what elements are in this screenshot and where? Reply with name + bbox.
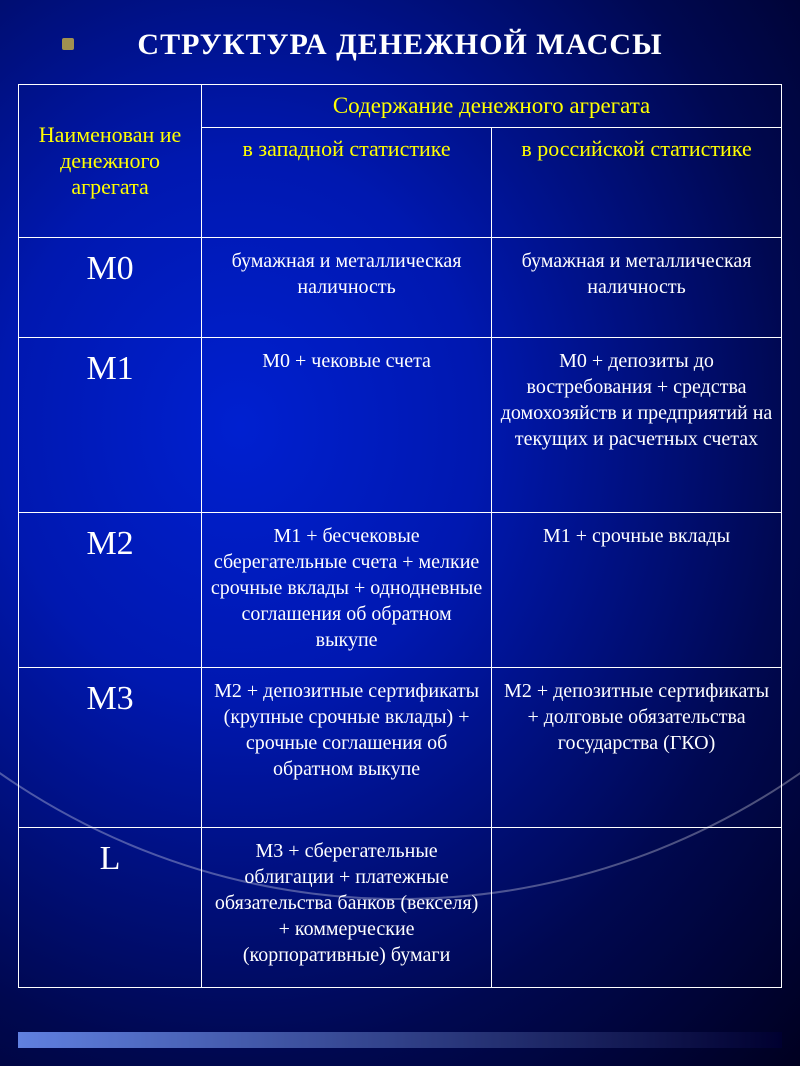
- cell-western: бумажная и металлическая наличность: [202, 238, 492, 338]
- cell-western: М0 + чековые счета: [202, 338, 492, 513]
- header-name: Наименован ие денежного агрегата: [19, 85, 202, 238]
- cell-western: М2 + депозитные сертификаты (крупные сро…: [202, 668, 492, 828]
- cell-russian: М0 + депозиты до востребования + средств…: [492, 338, 782, 513]
- table-row: М3 М2 + депозитные сертификаты (крупные …: [19, 668, 782, 828]
- aggregate-name: L: [19, 828, 202, 988]
- aggregate-name: М0: [19, 238, 202, 338]
- aggregate-name: М1: [19, 338, 202, 513]
- header-content: Содержание денежного агрегата: [202, 85, 782, 128]
- footer-bar: [18, 1032, 782, 1048]
- cell-western: М1 + бесчековые сберегательные счета + м…: [202, 513, 492, 668]
- subheader-western: в западной статистике: [202, 128, 492, 238]
- table-row: L М3 + сберегательные облигации + платеж…: [19, 828, 782, 988]
- cell-russian: бумажная и металлическая наличность: [492, 238, 782, 338]
- decorative-bullet: [62, 38, 74, 50]
- table-row: М1 М0 + чековые счета М0 + депозиты до в…: [19, 338, 782, 513]
- cell-western: М3 + сберегательные облигации + платежны…: [202, 828, 492, 988]
- cell-russian: [492, 828, 782, 988]
- money-supply-table: Наименован ие денежного агрегата Содержа…: [18, 84, 782, 988]
- aggregate-name: М2: [19, 513, 202, 668]
- slide-title: СТРУКТУРА ДЕНЕЖНОЙ МАССЫ: [0, 0, 800, 84]
- cell-russian: М1 + срочные вклады: [492, 513, 782, 668]
- subheader-russian: в российской статистике: [492, 128, 782, 238]
- table-container: Наименован ие денежного агрегата Содержа…: [0, 84, 800, 988]
- table-row: М2 М1 + бесчековые сберегательные счета …: [19, 513, 782, 668]
- cell-russian: М2 + депозитные сертификаты + долговые о…: [492, 668, 782, 828]
- header-row-1: Наименован ие денежного агрегата Содержа…: [19, 85, 782, 128]
- aggregate-name: М3: [19, 668, 202, 828]
- table-row: М0 бумажная и металлическая наличность б…: [19, 238, 782, 338]
